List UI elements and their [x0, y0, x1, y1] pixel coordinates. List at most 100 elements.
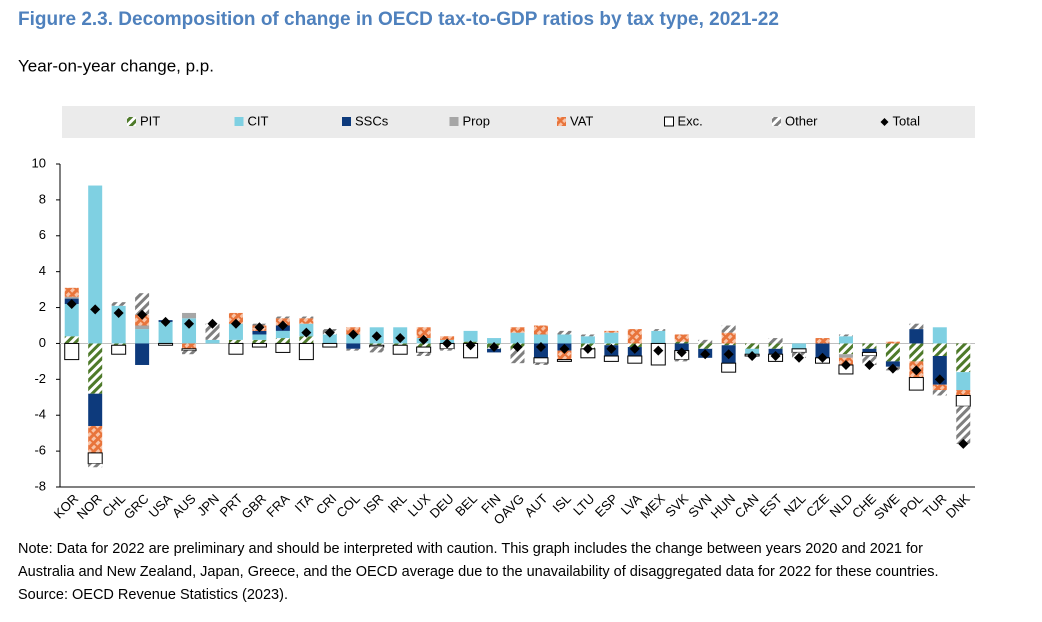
x-tick-label: HUN	[708, 491, 739, 522]
legend-label: SSCs	[355, 113, 389, 128]
legend-label: Total	[893, 113, 921, 128]
bar-segment	[393, 343, 408, 346]
bar-segment	[510, 332, 525, 344]
x-tick-label: COL	[333, 491, 363, 521]
bar-segment	[815, 338, 830, 344]
legend-swatch	[772, 117, 781, 126]
bar-segment	[135, 293, 150, 315]
bar-segment	[674, 334, 689, 342]
bar-segment	[369, 344, 385, 348]
bar-segment	[651, 330, 666, 344]
legend-swatch	[449, 117, 459, 126]
x-tick-label: FRA	[263, 491, 292, 520]
bar-segment	[862, 343, 877, 349]
x-tick-label: DNK	[943, 491, 973, 521]
x-tick-label: CAN	[732, 491, 762, 521]
y-tick-label: -2	[34, 371, 46, 386]
x-tick-label: POL	[897, 491, 926, 520]
x-tick-label: NOR	[74, 491, 105, 522]
bar-segment	[557, 330, 572, 335]
bar-segment	[88, 425, 103, 453]
legend-label: CIT	[248, 113, 269, 128]
bar-segment	[674, 343, 689, 351]
bar-segment	[251, 342, 267, 348]
bar-segment	[64, 336, 79, 344]
bar-segment	[182, 312, 197, 319]
total-marker	[582, 343, 593, 354]
x-tick-label: LUX	[405, 491, 434, 520]
bar-segment	[533, 334, 548, 344]
bar-segment	[885, 343, 900, 362]
bar-segment	[416, 327, 431, 339]
bar-segment	[721, 343, 736, 346]
total-marker	[489, 342, 500, 353]
bar-segment	[932, 384, 947, 391]
note: Source: OECD Revenue Statistics (2023).	[18, 587, 288, 603]
total-marker	[254, 322, 265, 333]
total-marker	[700, 349, 711, 360]
bar-segment	[932, 390, 947, 396]
x-tick-label: ESP	[592, 491, 621, 520]
total-marker	[958, 438, 969, 449]
legend-label: PIT	[140, 113, 160, 128]
y-tick-label: -8	[34, 478, 46, 493]
legend-label: VAT	[570, 113, 593, 128]
x-tick-label: KOR	[51, 491, 82, 522]
bar-segment	[885, 341, 900, 344]
bar-segment	[64, 342, 80, 361]
x-tick-label: USA	[146, 491, 176, 521]
bar-segment	[416, 343, 431, 348]
total-marker	[113, 307, 124, 318]
bar-segment	[416, 346, 432, 353]
total-marker	[864, 359, 875, 370]
legend-swatch	[127, 117, 136, 126]
total-marker	[911, 365, 922, 376]
bar-segment	[275, 342, 291, 353]
bar-segment	[674, 359, 689, 362]
bar-segment	[135, 329, 150, 344]
bar-segment	[487, 338, 502, 344]
bar-segment	[768, 343, 783, 349]
bar-segment	[111, 344, 127, 355]
x-tick-label: GBR	[238, 491, 269, 522]
bar-segment	[627, 329, 642, 344]
x-tick-label: SVK	[662, 491, 691, 520]
bar-segment	[88, 463, 103, 468]
total-marker	[160, 316, 171, 327]
total-marker	[277, 320, 288, 331]
bar-segment	[158, 342, 174, 346]
bar-segment	[651, 329, 666, 331]
total-marker	[371, 331, 382, 342]
y-tick-label: 4	[39, 263, 46, 278]
total-marker	[512, 342, 523, 353]
bar-segment	[322, 342, 338, 348]
bar-segment	[745, 343, 760, 349]
total-marker	[934, 374, 945, 385]
bar-segment	[205, 339, 220, 344]
y-tick-label: -6	[34, 443, 46, 458]
total-marker	[817, 352, 828, 363]
bar-segment	[861, 351, 877, 357]
x-tick-label: MEX	[637, 491, 668, 522]
bar-segment	[533, 357, 549, 364]
legend-swatch	[342, 117, 351, 126]
bar-segment	[440, 336, 455, 340]
bar-segment	[909, 323, 924, 330]
legend-swatch	[664, 116, 674, 127]
total-marker	[559, 343, 570, 354]
x-tick-label: BEL	[452, 491, 480, 519]
bar-segment	[205, 323, 220, 340]
x-tick-label: TUR	[920, 491, 949, 520]
bar-segment	[955, 394, 971, 407]
bar-segment	[510, 348, 525, 364]
bar-segment	[556, 359, 572, 362]
total-marker	[723, 349, 734, 360]
note: Note: Data for 2022 are preliminary and …	[18, 541, 923, 557]
bar-segment	[791, 348, 807, 353]
x-tick-label: ISL	[550, 491, 574, 515]
total-marker	[418, 334, 429, 345]
bar-segment	[815, 343, 830, 358]
total-marker	[629, 343, 640, 354]
bar-segment	[721, 332, 736, 344]
total-marker	[348, 329, 359, 340]
